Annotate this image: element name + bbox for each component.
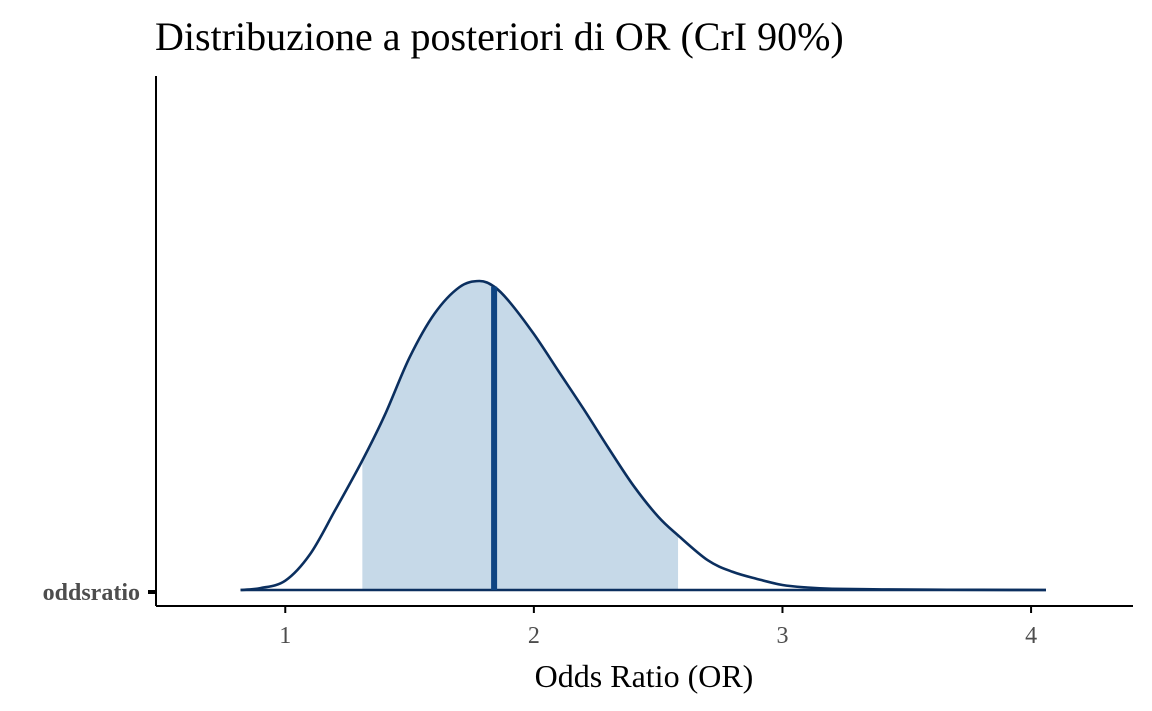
- credible-interval-area: [362, 280, 679, 590]
- x-axis-ticks: 1 2 3 4: [279, 606, 1037, 649]
- plot-area: [240, 279, 1046, 592]
- x-tick-label: 4: [1025, 623, 1037, 649]
- x-tick-label: 1: [279, 623, 291, 649]
- density-curve: [240, 279, 1046, 592]
- chart-title: Distribuzione a posteriori di OR (CrI 90…: [155, 14, 844, 59]
- y-category-label: oddsratio: [43, 580, 140, 606]
- x-axis-title: Odds Ratio (OR): [535, 658, 754, 694]
- x-tick-label: 2: [528, 623, 540, 649]
- x-tick-label: 3: [776, 623, 788, 649]
